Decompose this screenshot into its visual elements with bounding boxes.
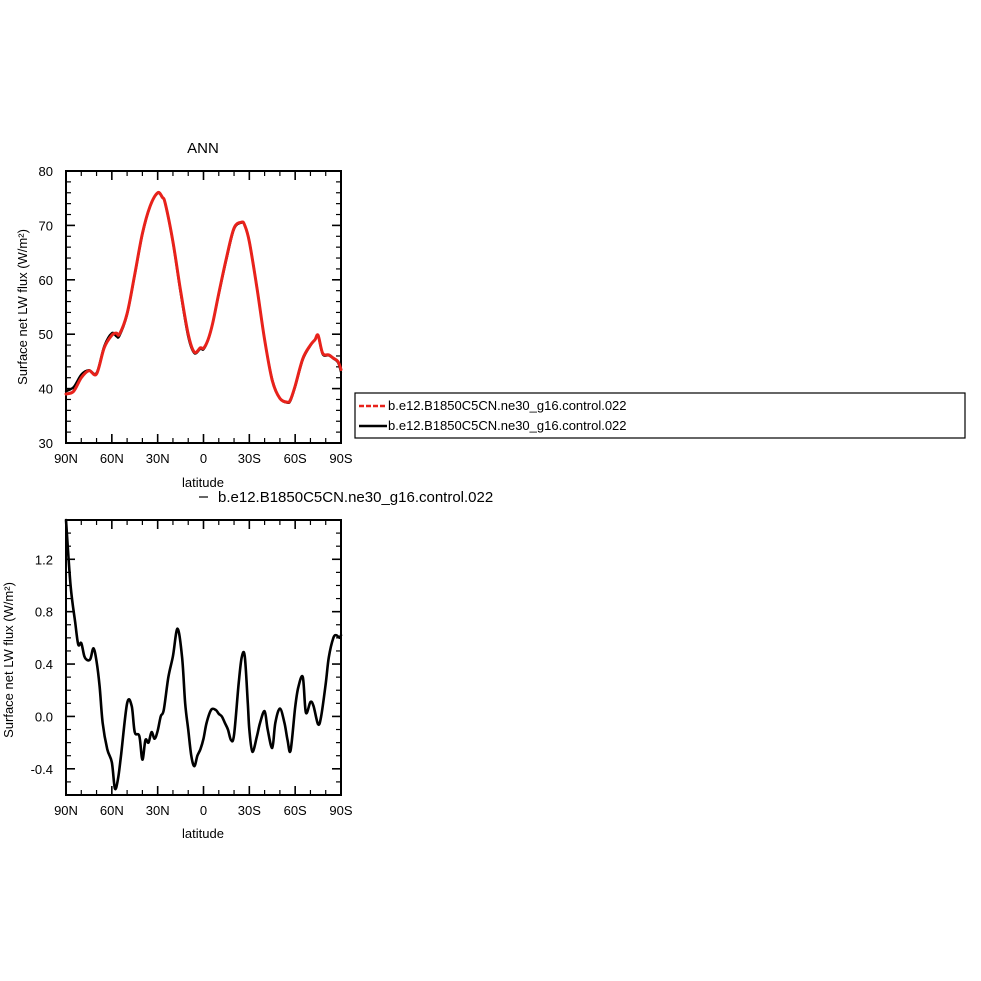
top-y-tick-label: 70: [39, 218, 53, 233]
bottom-x-tick-label: 30S: [238, 803, 261, 818]
top-y-tick-label: 40: [39, 382, 53, 397]
top-y-tick-label: 60: [39, 273, 53, 288]
bottom-panel-title: b.e12.B1850C5CN.ne30_g16.control.022: [218, 489, 493, 506]
bottom-x-axis-title: latitude: [182, 826, 224, 841]
top-x-tick-label: 90S: [329, 451, 352, 466]
bottom-x-tick-label: 90N: [54, 803, 78, 818]
bottom-x-tick-label: 90S: [329, 803, 352, 818]
top-x-axis-title: latitude: [182, 475, 224, 490]
bottom-series: [64, 518, 343, 791]
top-panel: ANN 30 40 50 60 70 80 90N 60N 30N 0 30S 60S 90S lat…: [15, 140, 353, 490]
bottom-plot-frame: [65, 519, 342, 796]
bottom-panel: b.e12.B1850C5CN.ne30_g16.control.022 -0.…: [1, 489, 493, 841]
top-series: [64, 190, 343, 405]
top-x-tick-label: 0: [200, 451, 207, 466]
bottom-x-tick-label: 60S: [284, 803, 307, 818]
top-series-line-1: [64, 190, 343, 404]
top-x-tick-labels: 90N 60N 30N 0 30S 60S 90S: [54, 451, 353, 466]
bottom-y-tick-label: 1.2: [35, 552, 53, 567]
legend-box: [354, 392, 966, 439]
top-y-tick-label: 50: [39, 327, 53, 342]
bottom-y-axis-title: Surface net LW flux (W/m²): [1, 582, 16, 738]
top-x-tick-label: 30S: [238, 451, 261, 466]
bottom-y-tick-label: -0.4: [31, 762, 53, 777]
top-x-tick-label: 60N: [100, 451, 124, 466]
top-x-tick-label: 90N: [54, 451, 78, 466]
bottom-x-tick-labels: 90N 60N 30N 0 30S 60S 90S: [54, 803, 353, 818]
top-y-tick-label: 30: [39, 436, 53, 451]
legend: b.e12.B1850C5CN.ne30_g16.control.022 b.e…: [354, 392, 966, 439]
legend-label-series-2: b.e12.B1850C5CN.ne30_g16.control.022: [388, 418, 627, 433]
bottom-series-line-1: [64, 518, 343, 791]
top-x-tick-label: 30N: [146, 451, 170, 466]
bottom-y-tick-label: 0.4: [35, 657, 53, 672]
bottom-y-tick-label: 0.0: [35, 709, 53, 724]
bottom-ticks: [65, 519, 342, 796]
top-y-tick-label: 80: [39, 164, 53, 179]
top-x-tick-label: 60S: [284, 451, 307, 466]
bottom-x-tick-label: 60N: [100, 803, 124, 818]
bottom-y-tick-label: 0.8: [35, 605, 53, 620]
bottom-x-tick-label: 0: [200, 803, 207, 818]
top-panel-title: ANN: [187, 140, 219, 157]
top-ticks: [65, 170, 342, 444]
top-y-tick-labels: 30 40 50 60 70 80: [39, 164, 53, 451]
top-y-axis-title: Surface net LW flux (W/m²): [15, 229, 30, 385]
top-plot-frame: [65, 170, 342, 444]
bottom-y-tick-labels: -0.4 0.0 0.4 0.8 1.2: [31, 552, 53, 777]
legend-label-series-1: b.e12.B1850C5CN.ne30_g16.control.022: [388, 398, 627, 413]
bottom-x-tick-label: 30N: [146, 803, 170, 818]
